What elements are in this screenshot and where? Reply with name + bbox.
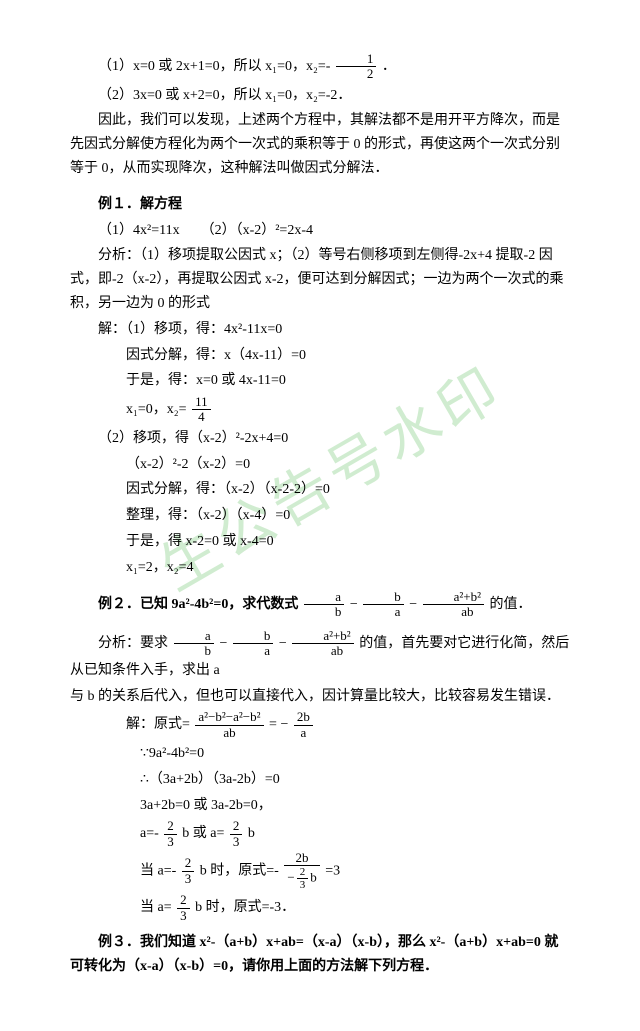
numerator: a²+b² — [423, 590, 484, 605]
text: 当 a=- — [140, 863, 176, 878]
numerator: 2b — [284, 851, 319, 866]
fraction: a²−b²−a²−b²ab — [195, 710, 263, 740]
text: （1）x=0 或 2x+1=0，所以 x₁=0，x₂=- — [98, 59, 330, 74]
numerator: a — [304, 590, 345, 605]
minus: − — [220, 636, 228, 651]
text: x₁=0，x₂= — [126, 402, 187, 417]
text: 的值． — [490, 597, 532, 612]
solution-step: 因式分解，得：x（4x-11）=0 — [70, 344, 570, 368]
minus: − — [279, 636, 287, 651]
fraction: 23 — [177, 893, 190, 923]
text: b 时，原式=-3． — [195, 900, 295, 915]
text: b — [248, 826, 255, 841]
example-2-analysis-cont: 与 b 的关系后代入，但也可以直接代入，因计算量比较大，比较容易发生错误． — [70, 685, 570, 709]
denominator: 3 — [164, 835, 177, 849]
numerator: b — [233, 629, 274, 644]
example-3: 例３．我们知道 x²-（a+b）x+ab=（x-a）（x-b），那么 x²-（a… — [70, 931, 570, 979]
fraction: 114 — [192, 395, 211, 425]
numerator: a — [174, 629, 215, 644]
example-1-analysis: 分析：（1）移项提取公因式 x；（2）等号右侧移项到左侧得-2x+4 提取-2 … — [70, 244, 570, 315]
fraction: ba — [363, 590, 404, 620]
text: b 时，原式=- — [200, 863, 279, 878]
solution-step: 3a+2b=0 或 3a-2b=0， — [70, 794, 570, 818]
solution-step: x₁=2，x₂=4 — [70, 556, 570, 580]
numerator: 1 — [336, 52, 377, 67]
solution-step: 因式分解，得：（x-2）（x-2-2）=0 — [70, 478, 570, 502]
fraction: ba — [233, 629, 274, 659]
solution-step: ∵9a²-4b²=0 — [70, 742, 570, 766]
fraction: a²+b²ab — [423, 590, 484, 620]
example-2-analysis: 分析：要求 ab − ba − a²+b²ab 的值，首先要对它进行化简，然后从… — [70, 629, 570, 682]
solution-step: 当 a=- 23 b 时，原式=- 2b −23b =3 — [70, 851, 570, 891]
equals: = — [269, 717, 277, 732]
denominator: ab — [195, 726, 263, 740]
denominator: ab — [423, 605, 484, 619]
denominator: ab — [292, 644, 353, 658]
numerator: b — [363, 590, 404, 605]
fraction: 23 — [182, 856, 195, 886]
denominator: 4 — [192, 410, 211, 424]
minus: − — [409, 597, 417, 612]
denominator: a — [294, 726, 313, 740]
solution-step: 当 a= 23 b 时，原式=-3． — [70, 893, 570, 923]
text: 分析：要求 — [98, 636, 168, 651]
line-1: （1）x=0 或 2x+1=0，所以 x₁=0，x₂=- 12 ． — [70, 52, 570, 82]
denominator: b — [304, 605, 345, 619]
numerator: 2 — [177, 893, 190, 908]
fraction: a²+b²ab — [292, 629, 353, 659]
solution-step: ∴（3a+2b）（3a-2b）=0 — [70, 768, 570, 792]
fraction: 2b −23b — [284, 851, 319, 891]
numerator: 2b — [294, 710, 313, 725]
numerator: a²+b² — [292, 629, 353, 644]
numerator: 2 — [297, 866, 309, 879]
text: 当 a= — [140, 900, 172, 915]
text: =3 — [325, 863, 340, 878]
example-1-title: 例１．解方程 — [70, 193, 570, 217]
solution-step: 解：原式= a²−b²−a²−b²ab = − 2ba — [70, 710, 570, 740]
fraction: 12 — [336, 52, 377, 82]
numerator: 2 — [230, 819, 243, 834]
minus: − — [350, 597, 358, 612]
text: a=- — [140, 826, 159, 841]
numerator: 2 — [164, 819, 177, 834]
negative: − — [280, 717, 288, 732]
solution-step: 于是，得：x=0 或 4x-11=0 — [70, 369, 570, 393]
example-3-text: 例３．我们知道 x²-（a+b）x+ab=（x-a）（x-b），那么 x²-（a… — [70, 935, 558, 974]
denominator: 3 — [177, 909, 190, 923]
solution-step: x₁=0，x₂= 114 — [70, 395, 570, 425]
fraction: 23 — [164, 819, 177, 849]
solution-step: （x-2）²-2（x-2）=0 — [70, 453, 570, 477]
text: 解：原式= — [126, 717, 190, 732]
solution-step: 解：（1）移项，得：4x²-11x=0 — [70, 318, 570, 342]
denominator: a — [233, 644, 274, 658]
denominator: 3 — [182, 872, 195, 886]
denominator: a — [363, 605, 404, 619]
example-1-problems: （1）4x²=11x （2）（x-2）²=2x-4 — [70, 219, 570, 243]
numerator: a²−b²−a²−b² — [195, 710, 263, 725]
fraction: ab — [174, 629, 215, 659]
document-body: （1）x=0 或 2x+1=0，所以 x₁=0，x₂=- 12 ． （2）3x=… — [70, 52, 570, 979]
text: b 或 a= — [182, 826, 224, 841]
fraction: 23 — [230, 819, 243, 849]
denominator: −23b — [284, 866, 319, 891]
solution-step: a=- 23 b 或 a= 23 b — [70, 819, 570, 849]
example-2-title: 例２．已知 9a²-4b²=0，求代数式 — [98, 597, 298, 612]
denominator: 3 — [297, 879, 309, 891]
solution-step: 于是，得 x-2=0 或 x-4=0 — [70, 530, 570, 554]
fraction: ab — [304, 590, 345, 620]
denominator: 2 — [336, 67, 377, 81]
solution-step: （2）移项，得（x-2）²-2x+4=0 — [70, 427, 570, 451]
line-2: （2）3x=0 或 x+2=0，所以 x₁=0，x₂=-2． — [70, 84, 570, 108]
paragraph: 因此，我们可以发现，上述两个方程中，其解法都不是用开平方降次，而是先因式分解使方… — [70, 109, 570, 180]
solution-step: 整理，得：（x-2）（x-4）=0 — [70, 504, 570, 528]
numerator: 2 — [182, 856, 195, 871]
denominator: b — [174, 644, 215, 658]
example-2: 例２．已知 9a²-4b²=0，求代数式 ab − ba − a²+b²ab 的… — [70, 590, 570, 620]
numerator: 11 — [192, 395, 211, 410]
denominator: 3 — [230, 835, 243, 849]
text: ． — [382, 59, 396, 74]
fraction: 2ba — [294, 710, 313, 740]
